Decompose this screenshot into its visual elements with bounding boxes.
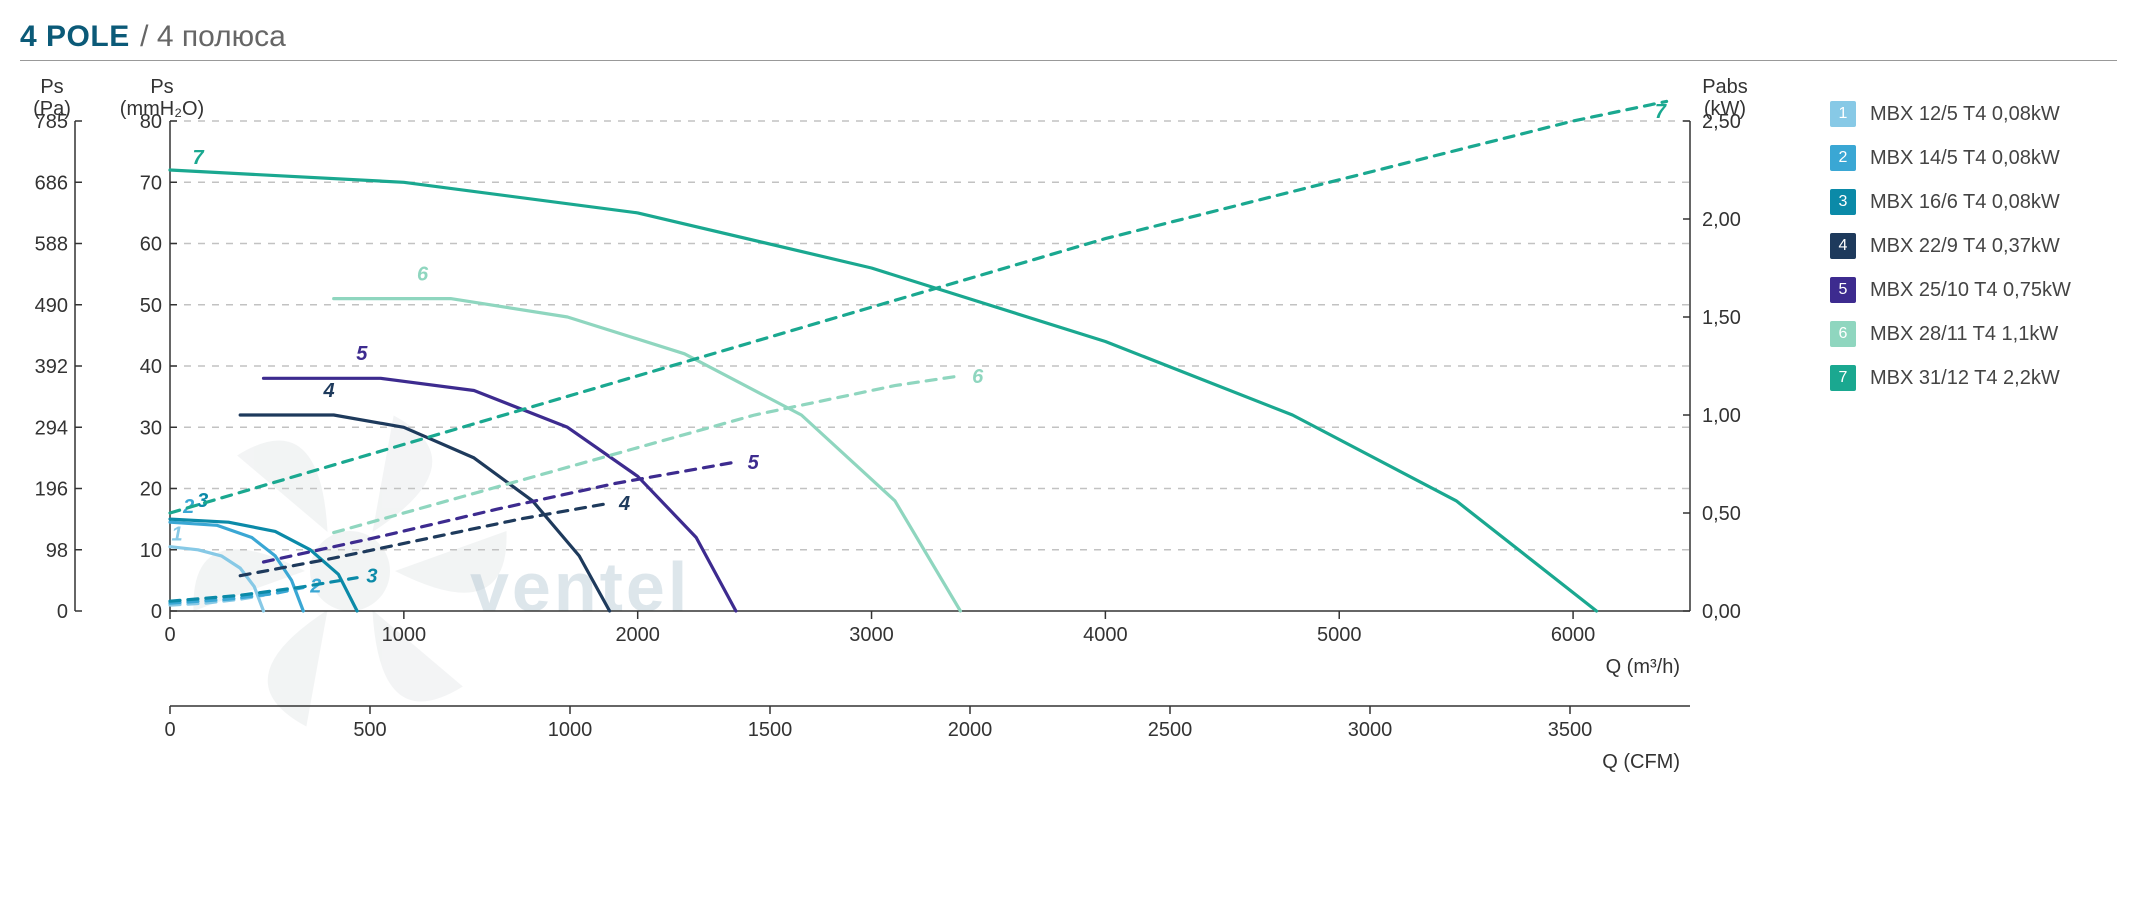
- tick-pa: 392: [35, 356, 68, 378]
- axis-label-mm-unit: (mmH₂O): [120, 98, 204, 120]
- legend-badge: 7: [1830, 365, 1856, 391]
- tick-pa: 588: [35, 234, 68, 256]
- tick-m3h: 2000: [615, 624, 660, 646]
- legend-item-3: 3 MBX 16/6 T4 0,08kW: [1830, 189, 2071, 215]
- tick-mm: 40: [140, 356, 162, 378]
- tick-cfm: 3500: [1548, 719, 1593, 741]
- title-sub: / 4 полюса: [140, 20, 286, 53]
- series-label-dash-2: 2: [309, 576, 321, 598]
- tick-mm: 0: [151, 601, 162, 623]
- tick-kw: 1,00: [1702, 405, 1741, 427]
- legend-badge: 6: [1830, 321, 1856, 347]
- series-label-solid-1: 1: [171, 524, 182, 546]
- axis-label-pa: Ps: [40, 76, 63, 98]
- tick-m3h: 4000: [1083, 624, 1128, 646]
- chart-wrap: ventel098196294392490588686785Ps(Pa)0102…: [20, 71, 2117, 846]
- axis-label-kw: Pabs: [1702, 76, 1748, 98]
- tick-cfm: 500: [353, 719, 386, 741]
- axis-label-pa-unit: (Pa): [33, 98, 71, 120]
- tick-mm: 20: [140, 479, 162, 501]
- series-label-dash-4: 4: [618, 493, 630, 515]
- tick-m3h: 1000: [382, 624, 427, 646]
- tick-m3h: 6000: [1551, 624, 1596, 646]
- tick-pa: 196: [35, 479, 68, 501]
- axis-label-mm: Ps: [150, 76, 173, 98]
- tick-cfm: 0: [164, 719, 175, 741]
- tick-pa: 686: [35, 172, 68, 194]
- series-label-dash-6: 6: [972, 366, 984, 388]
- tick-cfm: 1500: [748, 719, 793, 741]
- title-row: 4 POLE / 4 полюса: [20, 20, 2117, 61]
- tick-cfm: 2000: [948, 719, 993, 741]
- axis-label-m3h: Q (m³/h): [1606, 656, 1680, 678]
- legend-badge: 1: [1830, 101, 1856, 127]
- curve-solid-7: [170, 170, 1597, 611]
- tick-kw: 2,00: [1702, 209, 1741, 231]
- legend-badge: 4: [1830, 233, 1856, 259]
- tick-mm: 10: [140, 540, 162, 562]
- tick-kw: 0,00: [1702, 601, 1741, 623]
- series-label-solid-6: 6: [417, 263, 429, 285]
- legend-label: MBX 31/12 T4 2,2kW: [1870, 367, 2060, 390]
- legend-item-4: 4 MBX 22/9 T4 0,37kW: [1830, 233, 2071, 259]
- legend-badge: 3: [1830, 189, 1856, 215]
- tick-m3h: 3000: [849, 624, 894, 646]
- series-label-solid-7: 7: [192, 147, 204, 169]
- legend-item-7: 7 MBX 31/12 T4 2,2kW: [1830, 365, 2071, 391]
- tick-cfm: 1000: [548, 719, 593, 741]
- legend-label: MBX 14/5 T4 0,08kW: [1870, 147, 2060, 170]
- performance-chart: ventel098196294392490588686785Ps(Pa)0102…: [20, 71, 1790, 841]
- legend-label: MBX 22/9 T4 0,37kW: [1870, 235, 2060, 258]
- tick-mm: 60: [140, 234, 162, 256]
- legend-badge: 2: [1830, 145, 1856, 171]
- tick-pa: 0: [57, 601, 68, 623]
- legend-item-6: 6 MBX 28/11 T4 1,1kW: [1830, 321, 2071, 347]
- title-main: 4 POLE: [20, 20, 130, 53]
- tick-pa: 490: [35, 295, 68, 317]
- legend-item-5: 5 MBX 25/10 T4 0,75kW: [1830, 277, 2071, 303]
- tick-pa: 98: [46, 540, 68, 562]
- tick-cfm: 2500: [1148, 719, 1193, 741]
- legend-label: MBX 16/6 T4 0,08kW: [1870, 191, 2060, 214]
- series-label-dash-7: 7: [1655, 101, 1667, 123]
- axis-label-cfm: Q (CFM): [1602, 751, 1680, 773]
- legend-label: MBX 28/11 T4 1,1kW: [1870, 323, 2058, 346]
- tick-pa: 294: [35, 417, 68, 439]
- tick-cfm: 3000: [1348, 719, 1393, 741]
- tick-m3h: 0: [164, 624, 175, 646]
- legend-item-1: 1 MBX 12/5 T4 0,08kW: [1830, 101, 2071, 127]
- legend-item-2: 2 MBX 14/5 T4 0,08kW: [1830, 145, 2071, 171]
- series-label-dash-5: 5: [748, 452, 760, 474]
- page: 4 POLE / 4 полюса ventel0981962943924905…: [20, 20, 2117, 846]
- chart-column: ventel098196294392490588686785Ps(Pa)0102…: [20, 71, 1790, 846]
- legend-badge: 5: [1830, 277, 1856, 303]
- tick-m3h: 5000: [1317, 624, 1362, 646]
- tick-mm: 50: [140, 295, 162, 317]
- tick-mm: 30: [140, 417, 162, 439]
- series-label-solid-4: 4: [322, 380, 334, 402]
- legend-label: MBX 12/5 T4 0,08kW: [1870, 103, 2060, 126]
- tick-mm: 70: [140, 172, 162, 194]
- tick-kw: 0,50: [1702, 503, 1741, 525]
- axis-label-kw-unit: (kW): [1704, 98, 1746, 120]
- tick-kw: 1,50: [1702, 307, 1741, 329]
- series-label-solid-5: 5: [356, 343, 368, 365]
- legend-label: MBX 25/10 T4 0,75kW: [1870, 279, 2071, 302]
- legend: 1MBX 12/5 T4 0,08kW2MBX 14/5 T4 0,08kW3M…: [1830, 101, 2071, 409]
- series-label-dash-3: 3: [366, 566, 377, 588]
